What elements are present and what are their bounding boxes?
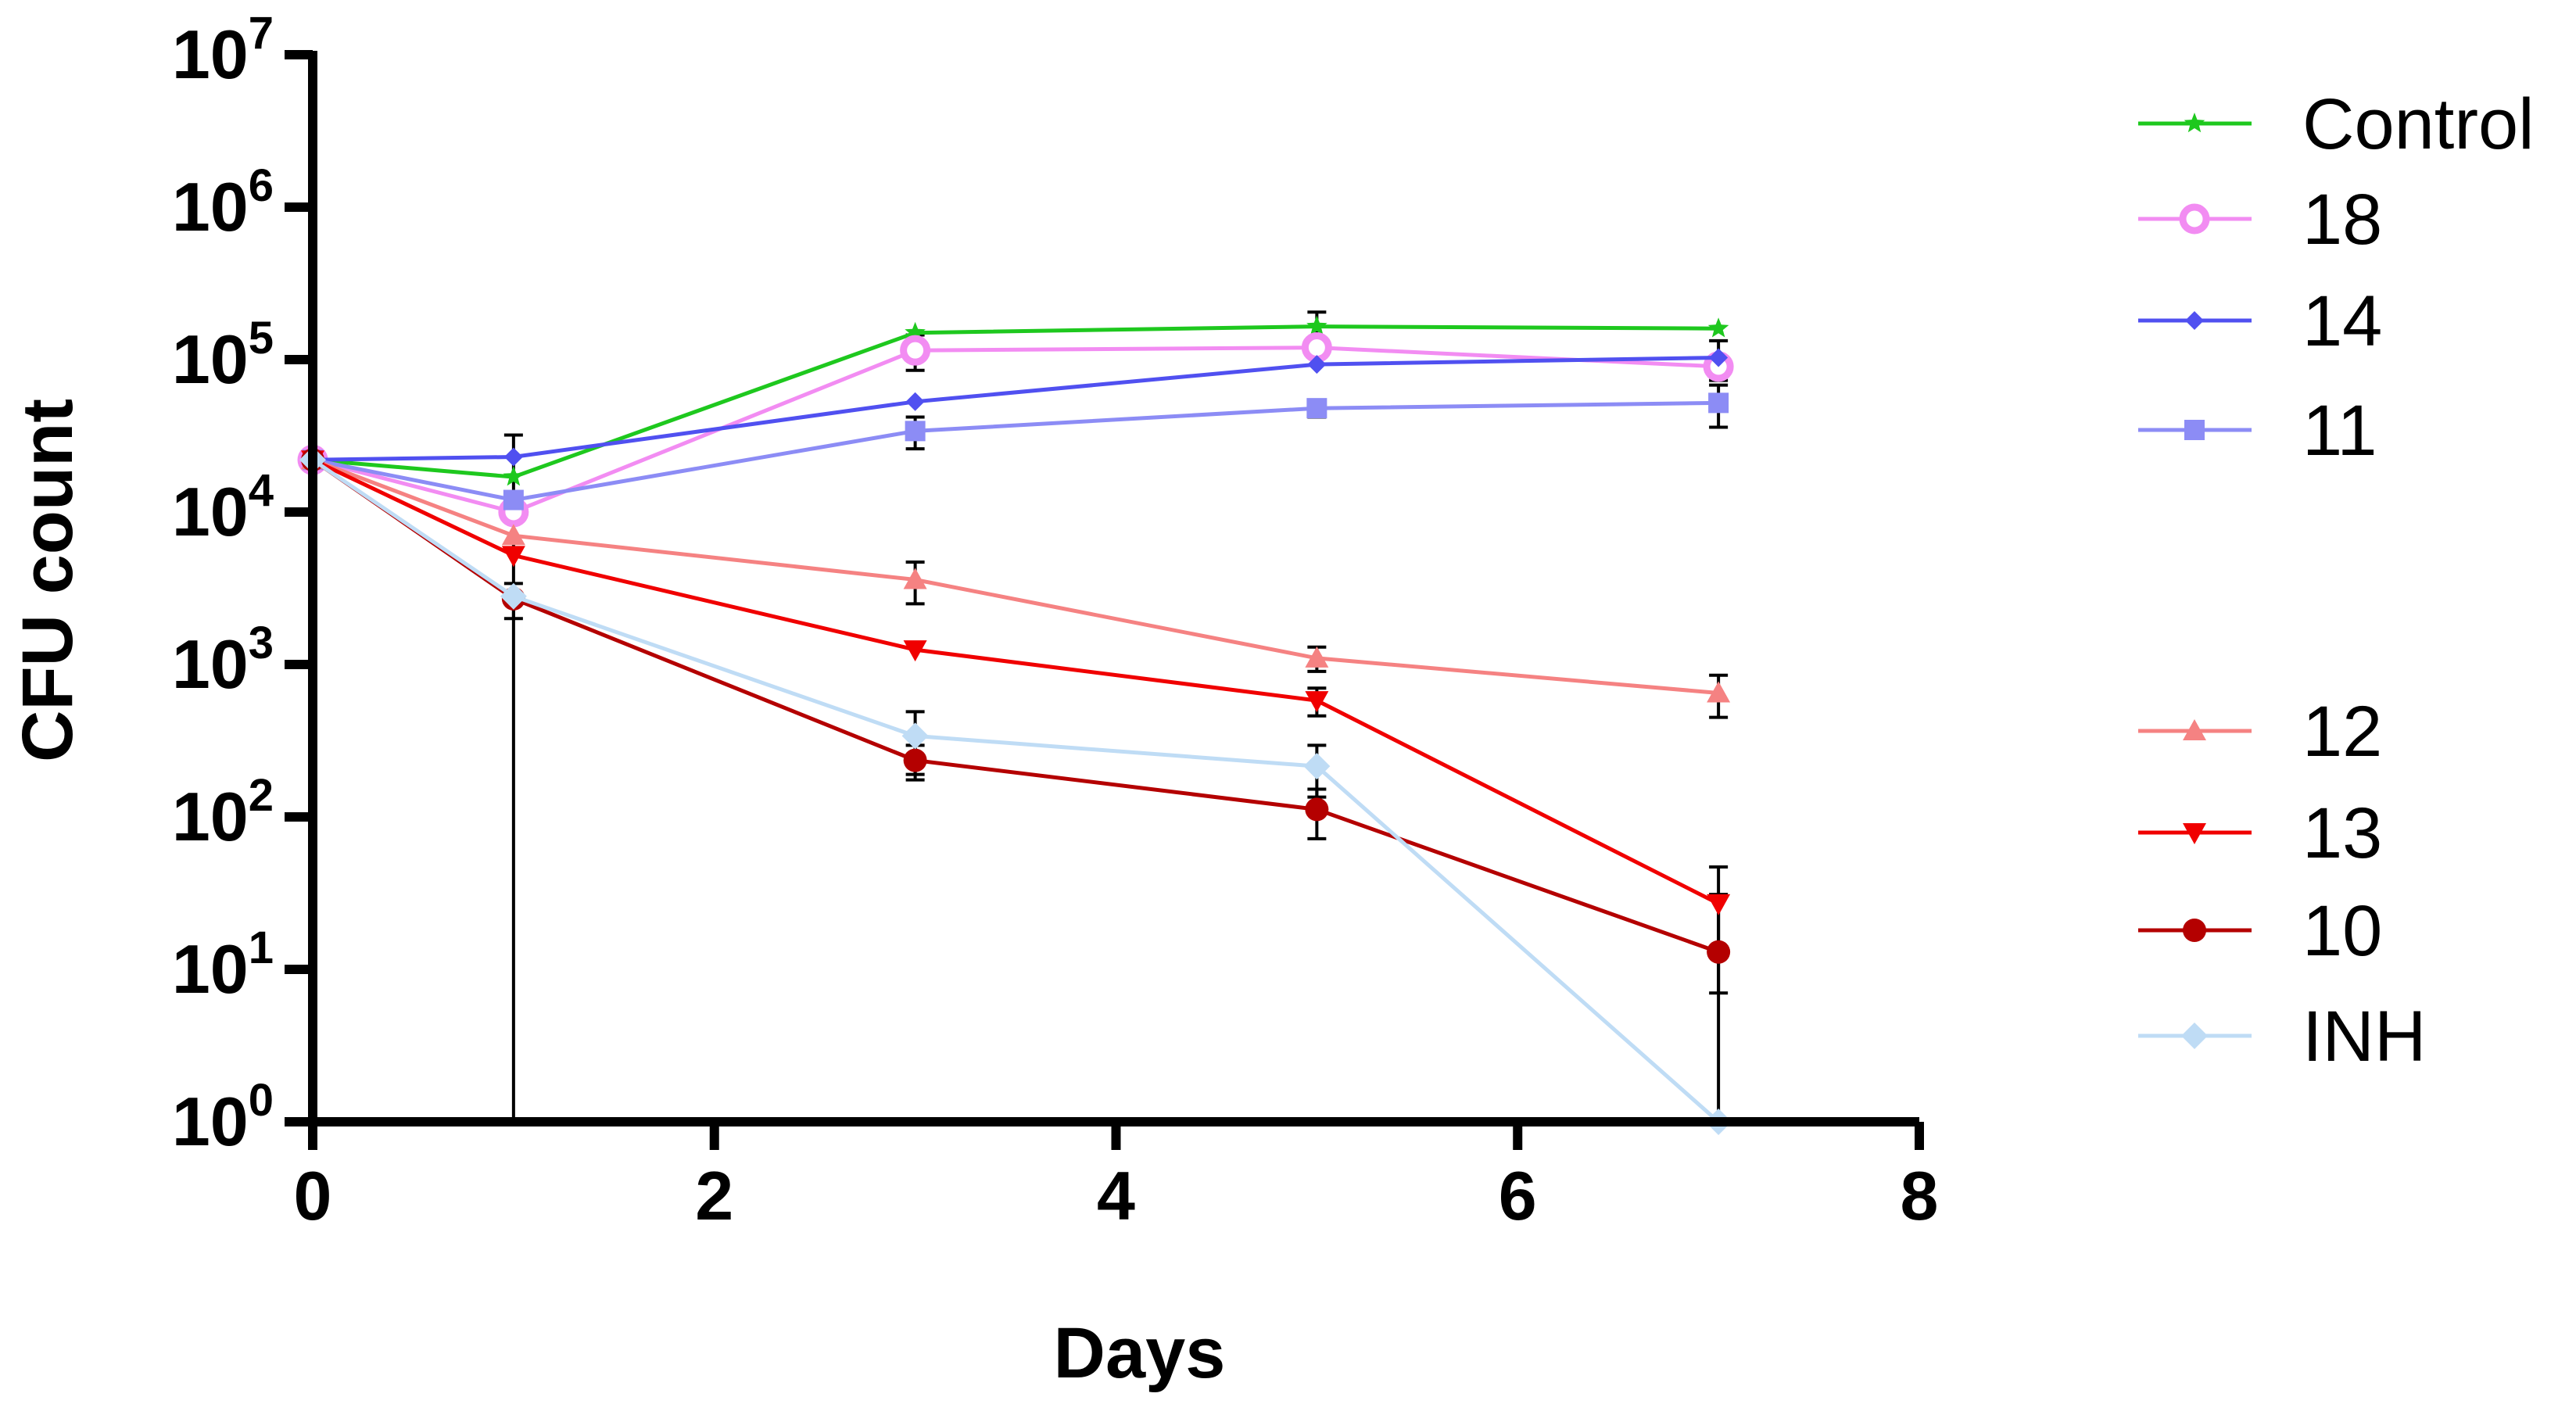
- series-18-point: [900, 335, 931, 366]
- series-14-point: [1307, 355, 1327, 374]
- series-inh-point: [1303, 753, 1331, 780]
- series-14-line: [312, 356, 1719, 462]
- series-control-point: [1707, 317, 1729, 338]
- legend-label: 11: [2302, 391, 2377, 471]
- x-tick-label: 8: [1901, 1157, 1939, 1234]
- y-tick-label: 100: [172, 1075, 274, 1160]
- series-10-point: [1305, 797, 1329, 822]
- legend-swatch-marker: [2183, 823, 2206, 844]
- y-tick-label: 103: [172, 618, 274, 703]
- y-tick-label: 101: [172, 922, 274, 1008]
- series-12-point: [903, 568, 927, 589]
- legend-label: 13: [2302, 793, 2382, 873]
- legend-inh: INH: [2138, 997, 2426, 1076]
- series-11-point: [905, 421, 926, 442]
- y-tick-label: 105: [172, 313, 274, 398]
- legend-swatch-marker: [2183, 919, 2206, 942]
- legend-swatch-marker: [2183, 719, 2206, 740]
- series-12-point: [1707, 681, 1731, 703]
- legend-label: 12: [2302, 692, 2382, 772]
- legend-swatch-marker: [2181, 1023, 2208, 1049]
- series-10-line: [311, 458, 1719, 955]
- x-tick-label: 6: [1499, 1157, 1537, 1234]
- series-control-point: [1306, 315, 1327, 335]
- series-inh-point: [901, 722, 929, 750]
- series-14-point: [905, 392, 925, 411]
- x-tick-label: 0: [294, 1157, 332, 1234]
- series-13-point: [1305, 691, 1329, 713]
- legend-swatch-marker: [2184, 113, 2205, 133]
- series-14-point: [1709, 348, 1729, 367]
- legend-control: Control: [2138, 84, 2535, 164]
- series-layer: [297, 310, 1734, 1135]
- legend-label: Control: [2302, 84, 2535, 164]
- legend-13: 13: [2138, 793, 2382, 873]
- legend-12: 12: [2138, 692, 2382, 772]
- legend-10: 10: [2138, 891, 2382, 971]
- series-13-line: [311, 457, 1720, 906]
- series-13-point: [1707, 894, 1731, 915]
- series-12-point: [1305, 646, 1329, 668]
- series-10-point: [1707, 940, 1731, 964]
- x-tick-label: 2: [695, 1157, 733, 1234]
- series-11-point: [1306, 398, 1327, 419]
- y-tick-label: 102: [172, 770, 274, 855]
- x-tick-label: 4: [1097, 1157, 1135, 1234]
- axes-layer: 0 2 4 6 8 100 101 102 103 104 105 106 107 Days CFU cou…: [8, 8, 1938, 1393]
- legend-swatch-marker: [2179, 203, 2210, 235]
- series-11-point: [1708, 392, 1729, 414]
- series-control-point: [503, 466, 525, 486]
- series-control-point: [905, 321, 926, 342]
- series-18-line: [312, 346, 1719, 514]
- series-11-line: [312, 400, 1719, 503]
- legend-label: INH: [2302, 997, 2426, 1076]
- series-12-point: [501, 524, 525, 546]
- series-10-point: [903, 748, 927, 772]
- legend-label: 10: [2302, 891, 2382, 971]
- series-13-point: [903, 640, 927, 662]
- legend: Control 18 14 11 12 13 10 INH: [2138, 84, 2535, 1076]
- legend-11: 11: [2138, 391, 2377, 471]
- y-tick-label: 106: [172, 160, 274, 245]
- legend-swatch-marker: [2185, 311, 2204, 330]
- legend-label: 18: [2302, 180, 2382, 260]
- series-14-point: [503, 447, 523, 467]
- y-tick-label: 104: [172, 465, 274, 550]
- y-axis-title: CFU count: [8, 399, 88, 762]
- legend-14: 14: [2138, 281, 2382, 361]
- series-13-point: [501, 546, 525, 568]
- series-11-point: [503, 489, 524, 510]
- series-inh-point: [500, 582, 527, 610]
- legend-swatch-marker: [2184, 420, 2205, 440]
- x-axis-title: Days: [1054, 1313, 1226, 1393]
- y-tick-label: 107: [172, 8, 274, 93]
- legend-label: 14: [2302, 281, 2382, 361]
- legend-18: 18: [2138, 180, 2382, 260]
